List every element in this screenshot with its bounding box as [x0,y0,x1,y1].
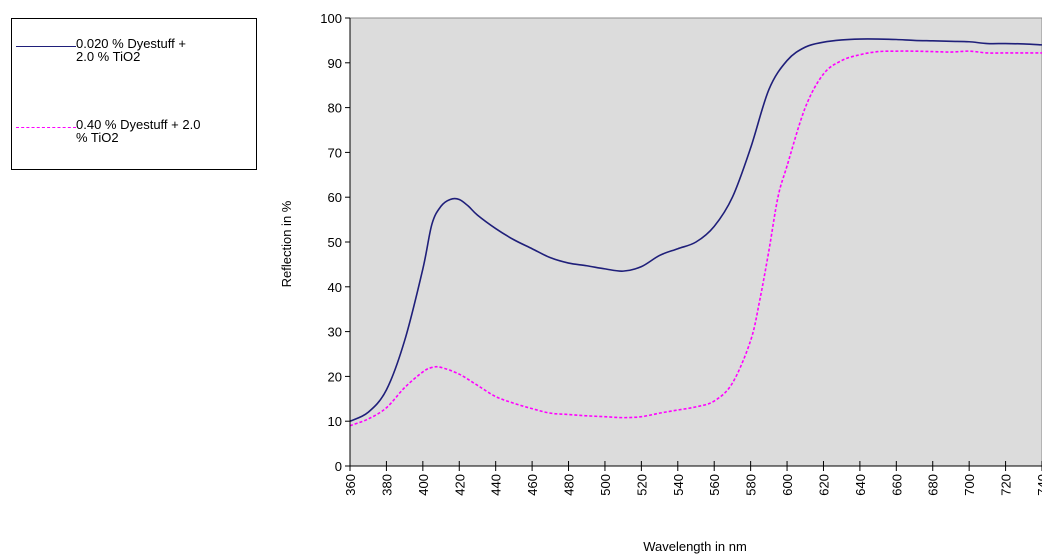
y-tick-label: 10 [328,414,342,429]
x-axis-label: Wavelength in nm [643,539,747,554]
legend-swatch-series-2 [16,127,76,128]
x-tick-label: 660 [889,474,904,496]
y-tick-label: 30 [328,325,342,340]
y-tick-label: 80 [328,101,342,116]
axes-layer: 0 10 20 30 40 50 60 70 80 90 100 360 380 400 420 440 460… [320,11,1042,496]
x-tick-label: 460 [525,474,540,496]
x-tick-label: 500 [598,474,613,496]
x-tick-label: 680 [926,474,941,496]
legend: 0.020 % Dyestuff + 2.0 % TiO2 0.40 % Dye… [11,18,257,170]
y-axis-label: Reflection in % [279,200,294,287]
series-line-1 [349,38,1042,422]
legend-label-series-1: 0.020 % Dyestuff + 2.0 % TiO2 [76,37,256,63]
series-layer [349,38,1042,427]
x-tick-label: 580 [744,474,759,496]
x-tick-label: 420 [452,474,467,496]
x-tick-label: 700 [962,474,977,496]
x-tick-label: 400 [416,474,431,496]
x-tick-label: 740 [1035,474,1042,496]
legend-swatch-series-1 [16,46,76,47]
y-tick-label: 50 [328,235,342,250]
y-tick-label: 0 [335,459,342,474]
x-tick-label: 360 [343,474,358,496]
legend-label-line: % TiO2 [76,130,119,145]
x-tick-label: 720 [999,474,1014,496]
x-tick-label: 560 [707,474,722,496]
x-tick-label: 600 [780,474,795,496]
x-tick-label: 380 [379,474,394,496]
x-tick-label: 640 [853,474,868,496]
x-tick-label: 620 [816,474,831,496]
x-tick-label: 440 [489,474,504,496]
legend-label-line: 0.020 % Dyestuff + [76,36,186,51]
legend-label-line: 0.40 % Dyestuff + 2.0 [76,117,201,132]
x-tick-label: 540 [671,474,686,496]
legend-label-series-2: 0.40 % Dyestuff + 2.0 % TiO2 [76,118,256,144]
y-tick-label: 20 [328,369,342,384]
series-line-2 [349,50,1042,427]
y-tick-label: 100 [320,11,342,26]
x-tick-label: 520 [634,474,649,496]
y-tick-label: 90 [328,56,342,71]
y-tick-label: 60 [328,190,342,205]
y-tick-label: 70 [328,145,342,160]
y-tick-label: 40 [328,280,342,295]
x-tick-label: 480 [562,474,577,496]
legend-label-line: 2.0 % TiO2 [76,49,141,64]
